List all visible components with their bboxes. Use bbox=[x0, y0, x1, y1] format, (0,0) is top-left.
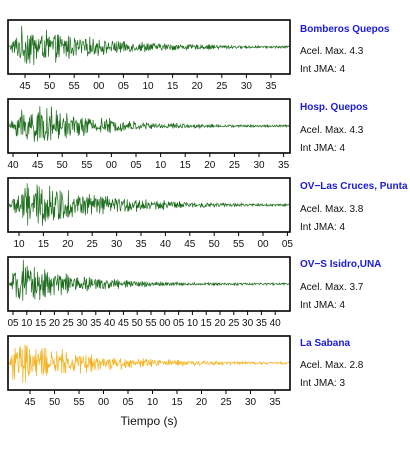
acel-max-5: Acel. Max. 2.8 bbox=[300, 360, 364, 371]
waveform-5 bbox=[8, 344, 290, 384]
int-jma-1: Int JMA: 4 bbox=[300, 64, 346, 75]
x-tick-label-3-1: 10 bbox=[13, 239, 25, 250]
acel-max-2: Acel. Max. 4.3 bbox=[300, 125, 364, 136]
int-jma-3: Int JMA: 4 bbox=[300, 222, 346, 233]
x-tick-label-5-5: 05 bbox=[122, 397, 134, 408]
waveform-2 bbox=[8, 106, 290, 142]
x-tick-label-2-6: 05 bbox=[130, 160, 142, 171]
station-name-4: OV−S Isidro,UNA bbox=[300, 259, 382, 270]
x-tick-label-4-10: 50 bbox=[132, 318, 144, 329]
x-tick-label-2-9: 20 bbox=[204, 160, 216, 171]
x-tick-label-5-6: 10 bbox=[147, 397, 159, 408]
x-axis-label: Tiempo (s) bbox=[120, 414, 178, 428]
x-tick-label-4-8: 40 bbox=[104, 318, 116, 329]
x-tick-label-4-18: 30 bbox=[242, 318, 254, 329]
acel-max-4: Acel. Max. 3.7 bbox=[300, 282, 364, 293]
x-tick-label-4-19: 35 bbox=[256, 318, 268, 329]
x-tick-label-1-2: 50 bbox=[44, 81, 56, 92]
panel-frame-2 bbox=[7, 98, 291, 154]
x-tick-label-3-10: 55 bbox=[233, 239, 245, 250]
x-tick-label-1-5: 05 bbox=[118, 81, 130, 92]
station-name-3: OV−Las Cruces, Puntarenas bbox=[300, 181, 408, 192]
x-tick-label-4-15: 15 bbox=[201, 318, 213, 329]
panel-4: 05 10 15 20 25 30 35 40 45 50 55 00 05 10 15 20 25 30 35 40 bbox=[7, 256, 291, 329]
x-tick-label-2-4: 55 bbox=[81, 160, 93, 171]
int-jma-4: Int JMA: 4 bbox=[300, 300, 346, 311]
x-tick-label-2-2: 45 bbox=[32, 160, 44, 171]
panel-frame-1 bbox=[7, 19, 291, 75]
x-tick-label-4-2: 10 bbox=[21, 318, 33, 329]
x-tick-label-1-8: 20 bbox=[192, 81, 204, 92]
x-tick-label-5-4: 00 bbox=[98, 397, 110, 408]
x-tick-label-2-7: 10 bbox=[155, 160, 167, 171]
x-tick-label-1-3: 55 bbox=[69, 81, 81, 92]
x-tick-label-3-5: 30 bbox=[111, 239, 123, 250]
x-tick-label-1-1: 45 bbox=[19, 81, 31, 92]
panel-5: 45 50 55 00 05 10 15 20 25 30 35 bbox=[7, 335, 291, 408]
x-tick-label-4-9: 45 bbox=[118, 318, 130, 329]
x-tick-label-4-16: 20 bbox=[214, 318, 226, 329]
x-tick-label-4-5: 25 bbox=[63, 318, 75, 329]
x-tick-label-2-12: 35 bbox=[278, 160, 290, 171]
x-tick-label-1-9: 25 bbox=[216, 81, 228, 92]
x-tick-label-1-7: 15 bbox=[167, 81, 179, 92]
x-tick-label-2-5: 00 bbox=[106, 160, 118, 171]
x-tick-label-3-11: 00 bbox=[257, 239, 269, 250]
x-tick-label-5-8: 20 bbox=[196, 397, 208, 408]
x-tick-label-3-4: 25 bbox=[87, 239, 99, 250]
int-jma-5: Int JMA: 3 bbox=[300, 378, 346, 389]
x-tick-label-4-20: 40 bbox=[270, 318, 282, 329]
x-tick-label-5-11: 35 bbox=[269, 397, 281, 408]
x-tick-label-4-12: 00 bbox=[159, 318, 171, 329]
x-tick-label-3-3: 20 bbox=[62, 239, 74, 250]
panel-frame-3 bbox=[7, 177, 291, 233]
waveform-1 bbox=[8, 25, 290, 66]
panel-frame-5 bbox=[7, 335, 291, 391]
panel-1: 45 50 55 00 05 10 15 20 25 30 35 bbox=[7, 19, 291, 92]
x-tick-label-5-10: 30 bbox=[245, 397, 257, 408]
x-tick-label-5-3: 55 bbox=[73, 397, 85, 408]
panel-2: 40 45 50 55 00 05 10 15 20 25 30 35 bbox=[7, 98, 291, 171]
x-tick-label-1-11: 35 bbox=[265, 81, 277, 92]
acel-max-3: Acel. Max. 3.8 bbox=[300, 204, 364, 215]
x-tick-label-2-8: 15 bbox=[180, 160, 192, 171]
x-tick-label-3-12: 05 bbox=[282, 239, 294, 250]
x-tick-label-5-1: 45 bbox=[24, 397, 36, 408]
x-tick-label-5-2: 50 bbox=[49, 397, 61, 408]
x-tick-label-1-4: 00 bbox=[93, 81, 105, 92]
x-tick-label-5-9: 25 bbox=[220, 397, 232, 408]
x-tick-label-3-8: 45 bbox=[184, 239, 196, 250]
x-tick-label-4-4: 20 bbox=[49, 318, 61, 329]
x-tick-label-4-11: 55 bbox=[145, 318, 157, 329]
x-tick-label-4-6: 30 bbox=[76, 318, 88, 329]
x-tick-label-2-3: 50 bbox=[57, 160, 69, 171]
station-name-5: La Sabana bbox=[300, 338, 351, 349]
waveform-3 bbox=[8, 183, 290, 226]
waveform-4 bbox=[9, 259, 290, 301]
x-tick-label-2-10: 25 bbox=[229, 160, 241, 171]
x-tick-label-4-17: 25 bbox=[228, 318, 240, 329]
x-tick-label-3-9: 50 bbox=[209, 239, 221, 250]
x-tick-label-3-6: 35 bbox=[135, 239, 147, 250]
int-jma-2: Int JMA: 4 bbox=[300, 143, 346, 154]
x-tick-label-4-1: 05 bbox=[7, 318, 19, 329]
x-tick-label-4-13: 05 bbox=[173, 318, 185, 329]
panel-frame-4 bbox=[7, 256, 291, 312]
x-tick-label-4-3: 15 bbox=[35, 318, 47, 329]
x-tick-label-5-7: 15 bbox=[171, 397, 183, 408]
x-tick-label-1-6: 10 bbox=[142, 81, 154, 92]
acel-max-1: Acel. Max. 4.3 bbox=[300, 46, 364, 57]
station-name-2: Hosp. Quepos bbox=[300, 102, 368, 113]
x-tick-label-2-1: 40 bbox=[7, 160, 19, 171]
x-tick-label-3-2: 15 bbox=[38, 239, 50, 250]
panel-3: 10 15 20 25 30 35 40 45 50 55 00 05 bbox=[7, 177, 294, 250]
x-tick-label-2-11: 30 bbox=[253, 160, 265, 171]
station-name-1: Bomberos Quepos bbox=[300, 24, 390, 35]
x-tick-label-4-14: 10 bbox=[187, 318, 199, 329]
x-tick-label-1-10: 30 bbox=[241, 81, 253, 92]
x-tick-label-3-7: 40 bbox=[160, 239, 172, 250]
x-tick-label-4-7: 35 bbox=[90, 318, 102, 329]
